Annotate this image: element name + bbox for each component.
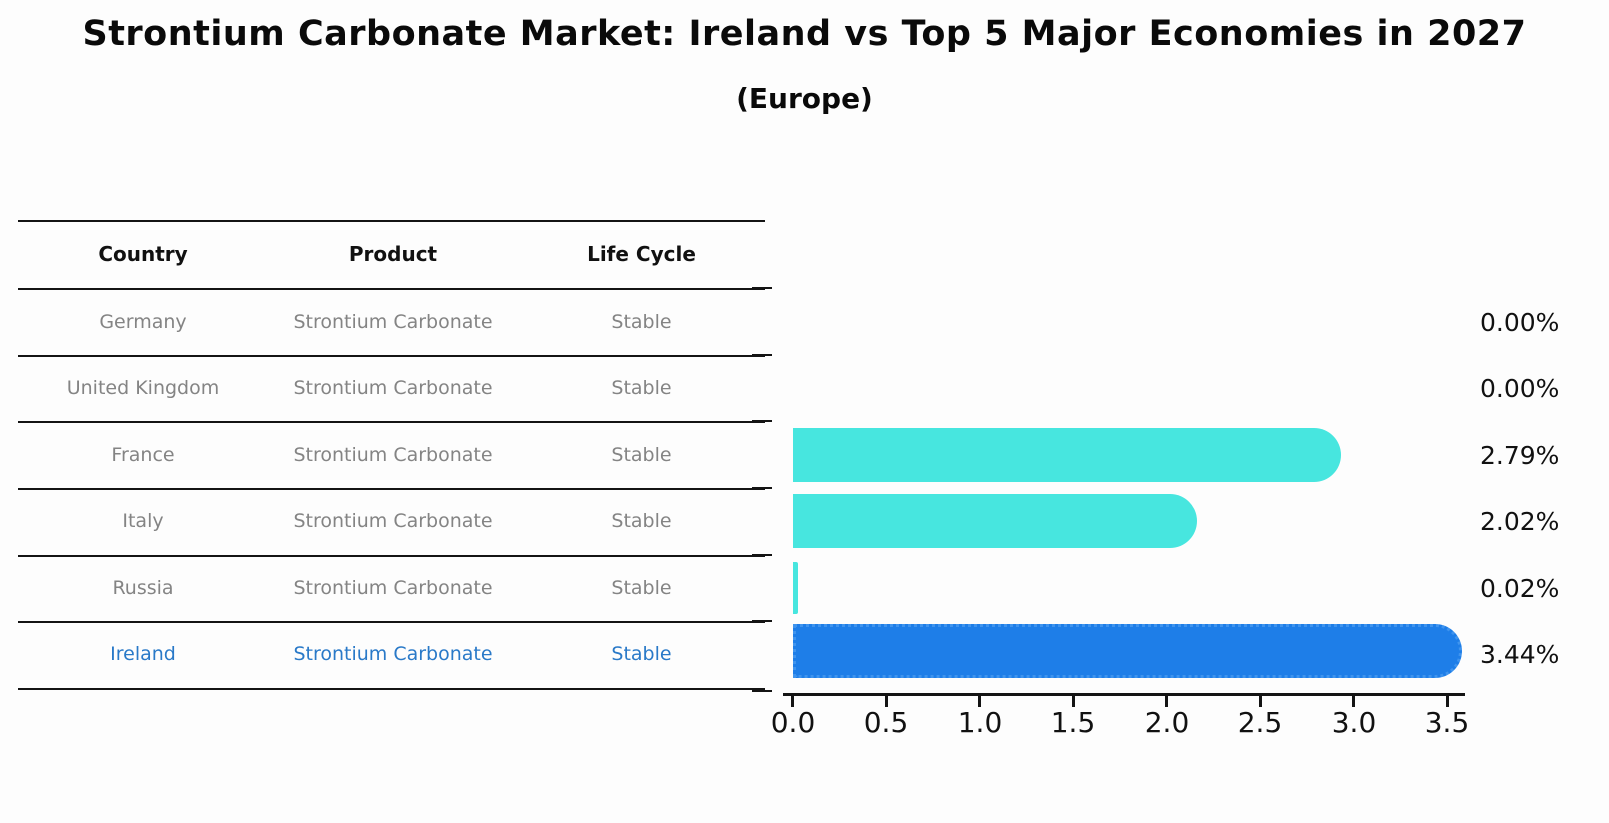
cell-country: Russia — [112, 577, 174, 599]
cell-country: Ireland — [110, 643, 176, 665]
x-axis-line — [783, 693, 1465, 696]
y-axis-tick — [752, 487, 772, 489]
bar-france — [793, 428, 1341, 482]
table-line — [18, 421, 765, 423]
x-axis-tick — [1165, 694, 1168, 707]
column-header-country: Country — [98, 242, 188, 266]
x-axis-tick — [1259, 694, 1262, 707]
table-row-france: France Strontium Carbonate Stable — [18, 440, 765, 470]
bar-ireland — [793, 624, 1462, 678]
table-row-ireland: Ireland Strontium Carbonate Stable — [18, 639, 765, 669]
table-row-united-kingdom: United Kingdom Strontium Carbonate Stabl… — [18, 373, 765, 403]
y-axis-tick — [752, 354, 772, 356]
cell-country: Italy — [122, 510, 164, 532]
x-tick-label: 2.0 — [1144, 706, 1190, 739]
y-axis-tick — [752, 420, 772, 422]
bar-italy — [793, 494, 1197, 548]
table-line — [18, 621, 765, 623]
table-line — [18, 355, 765, 357]
value-label-italy: 2.02% — [1480, 506, 1560, 536]
cell-life-cycle: Stable — [611, 377, 672, 399]
value-label-ireland: 3.44% — [1480, 639, 1560, 669]
value-label-france: 2.79% — [1480, 440, 1560, 470]
cell-life-cycle: Stable — [611, 510, 672, 532]
table-line — [18, 288, 765, 290]
cell-life-cycle: Stable — [611, 643, 672, 665]
x-tick-label: 0.0 — [770, 706, 816, 739]
y-axis-tick — [752, 690, 772, 692]
x-axis-tick — [1352, 694, 1355, 707]
table-line — [18, 488, 765, 490]
cell-country: France — [111, 444, 175, 466]
column-header-life-cycle: Life Cycle — [587, 242, 696, 266]
x-tick-label: 0.5 — [863, 706, 909, 739]
x-axis-tick — [1446, 694, 1449, 707]
x-tick-label: 2.5 — [1237, 706, 1283, 739]
table-row-germany: Germany Strontium Carbonate Stable — [18, 307, 765, 337]
x-tick-label: 1.0 — [957, 706, 1003, 739]
x-axis-tick — [791, 694, 794, 707]
column-header-product: Product — [348, 242, 438, 266]
table-header-row: Country Product Life Cycle — [18, 239, 765, 269]
table-row-italy: Italy Strontium Carbonate Stable — [18, 506, 765, 536]
cell-product: Strontium Carbonate — [293, 377, 493, 399]
cell-country: Germany — [99, 311, 187, 333]
value-label-united-kingdom: 0.00% — [1480, 373, 1560, 403]
chart-subtitle: (Europe) — [736, 82, 873, 115]
x-tick-label: 3.0 — [1331, 706, 1377, 739]
table-line — [18, 220, 765, 222]
chart-title: Strontium Carbonate Market: Ireland vs T… — [82, 14, 1527, 54]
cell-life-cycle: Stable — [611, 311, 672, 333]
table-row-russia: Russia Strontium Carbonate Stable — [18, 573, 765, 603]
x-tick-label: 1.5 — [1050, 706, 1096, 739]
table-line — [18, 555, 765, 557]
cell-life-cycle: Stable — [611, 577, 672, 599]
y-axis-tick — [752, 620, 772, 622]
value-label-germany: 0.00% — [1480, 307, 1560, 337]
cell-product: Strontium Carbonate — [293, 311, 493, 333]
cell-product: Strontium Carbonate — [293, 444, 493, 466]
x-axis-tick — [885, 694, 888, 707]
x-tick-label: 3.5 — [1424, 706, 1470, 739]
cell-country: United Kingdom — [66, 377, 220, 399]
bar-russia — [793, 562, 798, 614]
value-label-russia: 0.02% — [1480, 573, 1560, 603]
y-axis-tick — [752, 287, 772, 289]
cell-product: Strontium Carbonate — [293, 510, 493, 532]
table-line — [18, 688, 765, 690]
x-axis-tick — [978, 694, 981, 707]
x-axis-tick — [1072, 694, 1075, 707]
y-axis-tick — [752, 554, 772, 556]
cell-product: Strontium Carbonate — [293, 577, 493, 599]
cell-life-cycle: Stable — [611, 444, 672, 466]
cell-product: Strontium Carbonate — [293, 643, 493, 665]
